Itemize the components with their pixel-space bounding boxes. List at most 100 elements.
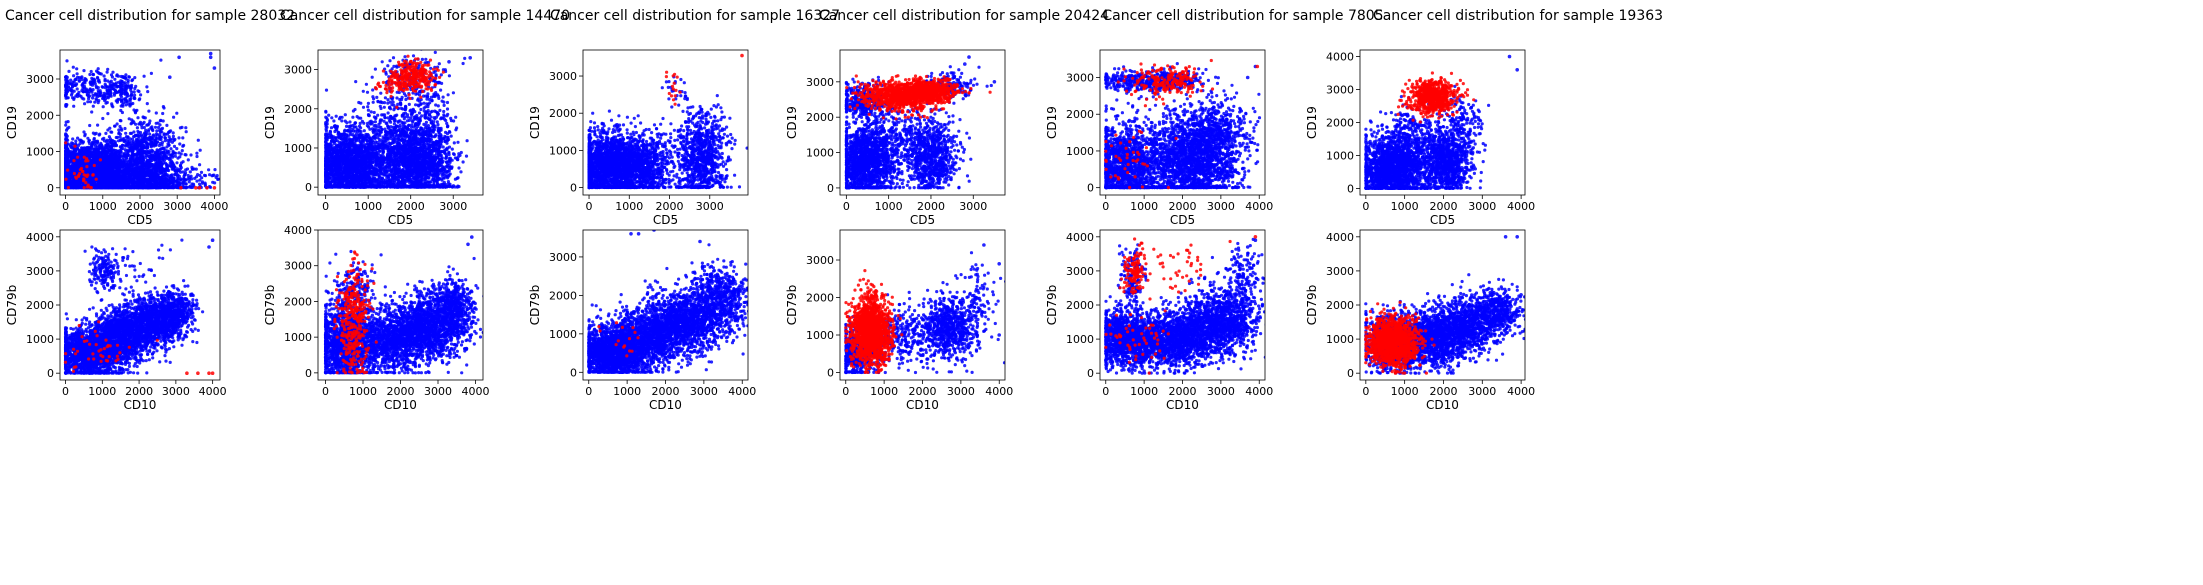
normal-cell-point xyxy=(130,146,134,150)
normal-cell-point xyxy=(97,71,101,75)
normal-cell-point xyxy=(144,128,148,132)
normal-cell-point xyxy=(183,153,187,157)
normal-cell-point xyxy=(75,67,79,71)
normal-cell-point xyxy=(171,149,175,153)
normal-cell-point xyxy=(71,137,75,141)
normal-cell-point xyxy=(117,164,121,168)
normal-cell-point xyxy=(123,126,127,131)
normal-cell-point xyxy=(160,163,164,167)
normal-cell-point xyxy=(109,140,113,144)
normal-cell-point xyxy=(86,145,90,149)
normal-cell-point xyxy=(89,165,93,169)
normal-cell-point xyxy=(121,143,125,147)
normal-cell-point xyxy=(75,164,79,168)
normal-cell-point xyxy=(126,151,130,156)
normal-cell-point xyxy=(173,154,177,158)
normal-cell-point xyxy=(70,156,74,160)
normal-cell-point xyxy=(168,161,172,165)
normal-cell-point xyxy=(64,157,68,161)
normal-cell-point xyxy=(133,76,137,80)
title-sample-20424: Cancer cell distribution for sample 2042… xyxy=(819,8,1109,24)
normal-cell-point xyxy=(148,132,152,136)
normal-cell-point xyxy=(77,78,81,82)
normal-cell-point xyxy=(89,151,93,155)
normal-cell-point xyxy=(112,93,116,97)
normal-cell-point xyxy=(117,80,121,84)
normal-cell-point xyxy=(113,89,118,93)
normal-cell-point xyxy=(76,147,80,151)
normal-cell-point xyxy=(196,138,200,142)
normal-cell-point xyxy=(98,160,102,164)
normal-cell-point xyxy=(113,185,117,190)
normal-cell-point xyxy=(127,75,131,79)
normal-cell-point xyxy=(186,158,190,162)
normal-cell-point xyxy=(146,129,150,133)
normal-cell-point xyxy=(127,141,131,145)
normal-cell-point xyxy=(72,96,76,100)
normal-cell-point xyxy=(129,85,133,90)
normal-cell-point xyxy=(117,128,121,132)
normal-cell-point xyxy=(178,142,182,146)
normal-cell-point xyxy=(103,163,107,167)
normal-cell-point xyxy=(103,98,107,103)
normal-cell-point xyxy=(125,100,129,104)
normal-cell-point xyxy=(171,131,175,135)
normal-cell-point xyxy=(137,98,141,102)
normal-cell-point xyxy=(101,148,105,152)
normal-cell-point xyxy=(154,111,158,115)
normal-cell-point xyxy=(195,151,199,155)
normal-cell-point xyxy=(149,140,153,144)
normal-cell-point xyxy=(153,141,157,145)
normal-cell-point xyxy=(135,145,139,150)
normal-cell-point xyxy=(129,102,133,106)
normal-cell-point xyxy=(93,152,97,156)
normal-cell-point xyxy=(75,72,79,76)
normal-cell-point xyxy=(149,153,154,158)
normal-cell-point xyxy=(172,138,176,142)
normal-cell-series xyxy=(64,51,220,190)
normal-cell-point xyxy=(138,130,143,135)
normal-cell-point xyxy=(72,168,76,172)
normal-cell-point xyxy=(165,123,169,127)
normal-cell-point xyxy=(125,86,129,90)
normal-cell-point xyxy=(112,164,116,168)
normal-cell-point xyxy=(84,151,88,155)
normal-cell-point xyxy=(107,89,111,93)
normal-cell-point xyxy=(175,147,179,151)
normal-cell-point xyxy=(73,83,77,88)
normal-cell-point xyxy=(111,70,115,74)
normal-cell-point xyxy=(145,160,149,164)
normal-cell-point xyxy=(137,148,141,152)
normal-cell-point xyxy=(155,129,159,133)
normal-cell-point xyxy=(119,92,123,96)
normal-cell-point xyxy=(111,86,115,91)
normal-cell-point xyxy=(129,94,133,98)
normal-cell-point xyxy=(71,165,75,169)
normal-cell-point xyxy=(71,150,75,154)
normal-cell-point xyxy=(171,134,175,138)
normal-cell-point xyxy=(64,128,69,132)
normal-cell-point xyxy=(146,145,150,149)
normal-cell-point xyxy=(175,161,179,165)
normal-cell-point xyxy=(83,134,87,138)
normal-cell-point xyxy=(91,104,95,108)
normal-cell-point xyxy=(91,96,95,100)
normal-cell-point xyxy=(163,139,167,143)
normal-cell-point xyxy=(174,151,178,155)
normal-cell-point xyxy=(163,136,168,140)
normal-cell-point xyxy=(109,146,113,150)
normal-cell-point xyxy=(125,94,129,98)
normal-cell-point xyxy=(106,112,110,116)
normal-cell-point xyxy=(123,148,127,152)
normal-cell-point xyxy=(115,135,120,139)
normal-cell-point xyxy=(148,150,152,154)
normal-cell-point xyxy=(147,109,151,113)
normal-cell-point xyxy=(119,86,123,90)
normal-cell-point xyxy=(79,94,83,98)
normal-cell-point xyxy=(124,135,129,139)
normal-cell-point xyxy=(121,155,126,160)
normal-cell-point xyxy=(122,137,126,141)
normal-cell-point xyxy=(143,116,147,120)
normal-cell-point xyxy=(96,147,100,151)
normal-cell-point xyxy=(92,147,96,151)
